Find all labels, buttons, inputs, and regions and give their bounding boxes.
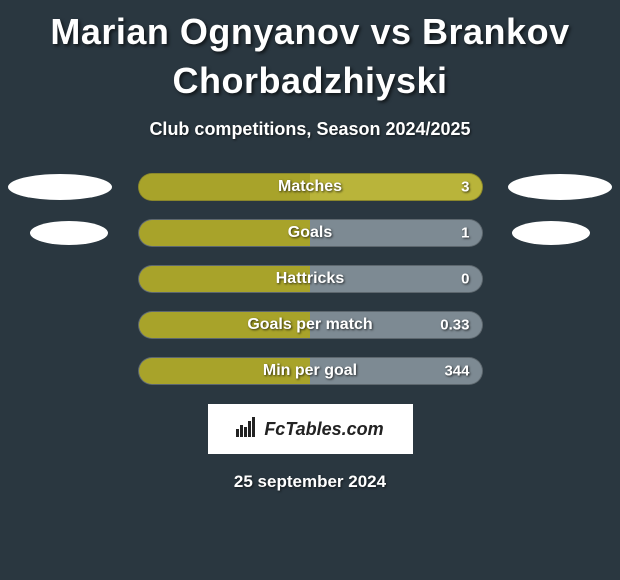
- value-oval-right: [512, 221, 590, 245]
- stat-bar: Hattricks0: [138, 265, 483, 293]
- title-player1: Marian Ognyanov: [50, 11, 360, 52]
- bar-chart-icon: [236, 417, 258, 442]
- bar-fill-left: [139, 220, 311, 246]
- bar-fill-right: [310, 220, 482, 246]
- bar-fill-left: [139, 358, 311, 384]
- bar-fill-right: [310, 312, 482, 338]
- title-vs: vs: [370, 11, 411, 52]
- value-oval-left: [8, 174, 112, 200]
- stat-row: Goals per match0.33: [0, 310, 620, 340]
- bar-fill-left: [139, 266, 311, 292]
- date-text: 25 september 2024: [0, 472, 620, 492]
- stat-row: Hattricks0: [0, 264, 620, 294]
- value-oval-right: [508, 174, 612, 200]
- bar-fill-left: [139, 174, 311, 200]
- stat-row: Min per goal344: [0, 356, 620, 386]
- logo-box: FcTables.com: [208, 404, 413, 454]
- stat-row: Goals1: [0, 218, 620, 248]
- stat-bar: Matches3: [138, 173, 483, 201]
- bar-fill-left: [139, 312, 311, 338]
- stat-bar: Min per goal344: [138, 357, 483, 385]
- stat-row: Matches3: [0, 172, 620, 202]
- stat-bar: Goals per match0.33: [138, 311, 483, 339]
- value-oval-left: [30, 221, 108, 245]
- bar-fill-right: [310, 174, 482, 200]
- page-title: Marian Ognyanov vs Brankov Chorbadzhiysk…: [0, 8, 620, 105]
- bar-fill-right: [310, 266, 482, 292]
- stat-bar: Goals1: [138, 219, 483, 247]
- bar-fill-right: [310, 358, 482, 384]
- logo-text: FcTables.com: [264, 419, 383, 440]
- comparison-card: Marian Ognyanov vs Brankov Chorbadzhiysk…: [0, 0, 620, 492]
- stats-area: Matches3 Goals1 Hattricks0 Goals per match0…: [0, 172, 620, 386]
- subtitle: Club competitions, Season 2024/2025: [0, 119, 620, 140]
